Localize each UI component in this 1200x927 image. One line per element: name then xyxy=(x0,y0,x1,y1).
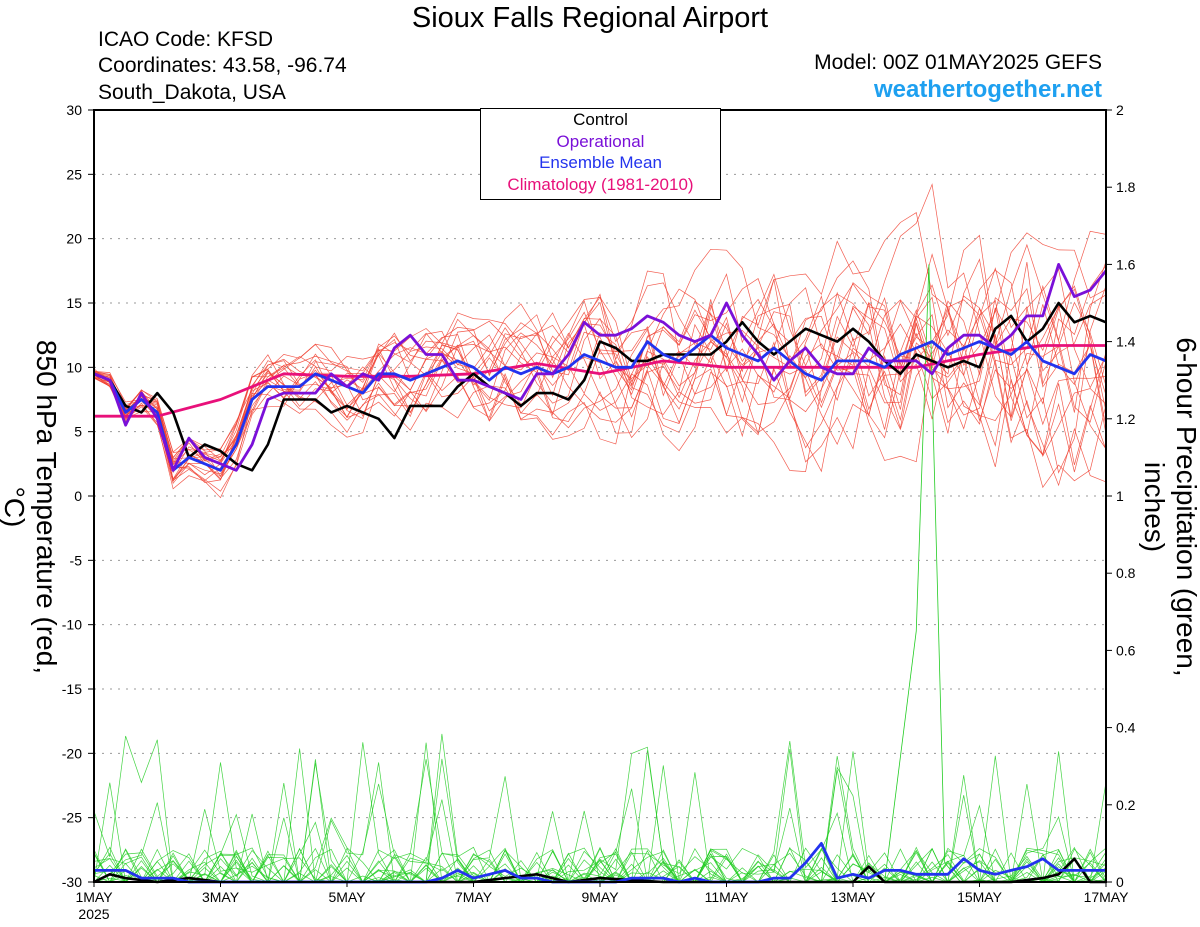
y-tick-label: 10 xyxy=(66,359,82,375)
y-tick-label: 15 xyxy=(66,295,82,311)
site-name[interactable]: weathertogether.net xyxy=(873,76,1102,103)
y-tick-label: -20 xyxy=(62,745,82,761)
y2-tick-label: 1.8 xyxy=(1116,179,1136,195)
y-tick-label: -10 xyxy=(62,617,82,633)
y-tick-label: 5 xyxy=(74,424,82,440)
legend-ensemble-mean: Ensemble Mean xyxy=(539,153,662,172)
grid xyxy=(94,173,1106,819)
y-tick-label: -25 xyxy=(62,810,82,826)
y2-tick-label: 0.4 xyxy=(1116,720,1136,736)
y-axis-label-left: 850 hPa Temperature (red, °C) xyxy=(0,339,62,675)
member-precip-line xyxy=(93,759,1107,883)
series-ensemble-mean-temp xyxy=(93,333,1107,472)
member-precip-line xyxy=(93,746,1107,883)
member-precip-spike xyxy=(884,264,961,883)
member-temp-line xyxy=(93,285,1107,474)
y2-tick-label: 1 xyxy=(1116,488,1124,504)
x-tick-label: 5MAY xyxy=(328,889,366,905)
x-tick-label: 3MAY xyxy=(202,889,240,905)
x-tick-label: 17MAY xyxy=(1084,889,1130,905)
x-tick-label: 13MAY xyxy=(831,889,877,905)
x-tick-sublabel: 2025 xyxy=(78,906,109,922)
x-tick-label: 7MAY xyxy=(455,889,493,905)
y-tick-label: 30 xyxy=(66,102,82,118)
series-control-temp xyxy=(93,301,1107,472)
ensemble-members xyxy=(93,183,1107,884)
member-precip-line xyxy=(93,762,1107,884)
y2-tick-label: 0.8 xyxy=(1116,565,1136,581)
y2-tick-label: 1.4 xyxy=(1116,334,1136,350)
y2-tick-label: 0.6 xyxy=(1116,642,1136,658)
y2-tick-label: 0 xyxy=(1116,874,1124,890)
y2-tick-label: 1.2 xyxy=(1116,411,1136,427)
member-temp-line xyxy=(93,285,1107,477)
member-temp-line xyxy=(93,260,1107,483)
member-temp-line xyxy=(93,230,1107,482)
member-temp-line xyxy=(93,268,1107,478)
model-run: Model: 00Z 01MAY2025 GEFS xyxy=(814,51,1102,74)
member-temp-line xyxy=(93,212,1107,474)
member-temp-line xyxy=(93,273,1107,462)
coordinates: Coordinates: 43.58, -96.74 xyxy=(98,54,347,77)
y2-tick-label: 0.2 xyxy=(1116,797,1136,813)
member-temp-line xyxy=(93,248,1107,492)
series-lines xyxy=(93,262,1108,884)
member-temp-line xyxy=(93,267,1107,472)
axes: -30-25-20-15-10-505101520253000.20.40.60… xyxy=(62,102,1136,922)
x-tick-label: 9MAY xyxy=(581,889,619,905)
chart-title: Sioux Falls Regional Airport xyxy=(411,2,769,34)
member-precip-line xyxy=(93,749,1107,884)
legend: Control Operational Ensemble Mean Climat… xyxy=(480,108,721,200)
icao-code: ICAO Code: KFSD xyxy=(98,28,274,51)
legend-control: Control xyxy=(573,110,628,129)
member-precip-line xyxy=(94,775,1107,883)
y2-tick-label: 2 xyxy=(1116,102,1124,118)
x-tick-label: 1MAY xyxy=(75,889,113,905)
member-temp-line xyxy=(93,262,1107,483)
y-tick-label: 20 xyxy=(66,231,82,247)
y-tick-label: 25 xyxy=(66,166,82,182)
legend-operational: Operational xyxy=(556,131,645,151)
series-operational-temp xyxy=(93,262,1108,472)
y-tick-label: -5 xyxy=(70,552,83,568)
y-tick-label: 0 xyxy=(74,488,82,504)
y-tick-label: -30 xyxy=(62,874,82,890)
legend-climatology: Climatology (1981-2010) xyxy=(507,174,694,194)
y-axis-label-right: 6-hour Precipitation (green, inches) xyxy=(1139,337,1200,677)
y-tick-label: -15 xyxy=(62,681,82,697)
x-tick-label: 15MAY xyxy=(957,889,1003,905)
member-precip-line xyxy=(94,762,1107,883)
y2-tick-label: 1.6 xyxy=(1116,256,1136,272)
x-tick-label: 11MAY xyxy=(705,889,749,905)
region: South_Dakota, USA xyxy=(98,81,286,104)
